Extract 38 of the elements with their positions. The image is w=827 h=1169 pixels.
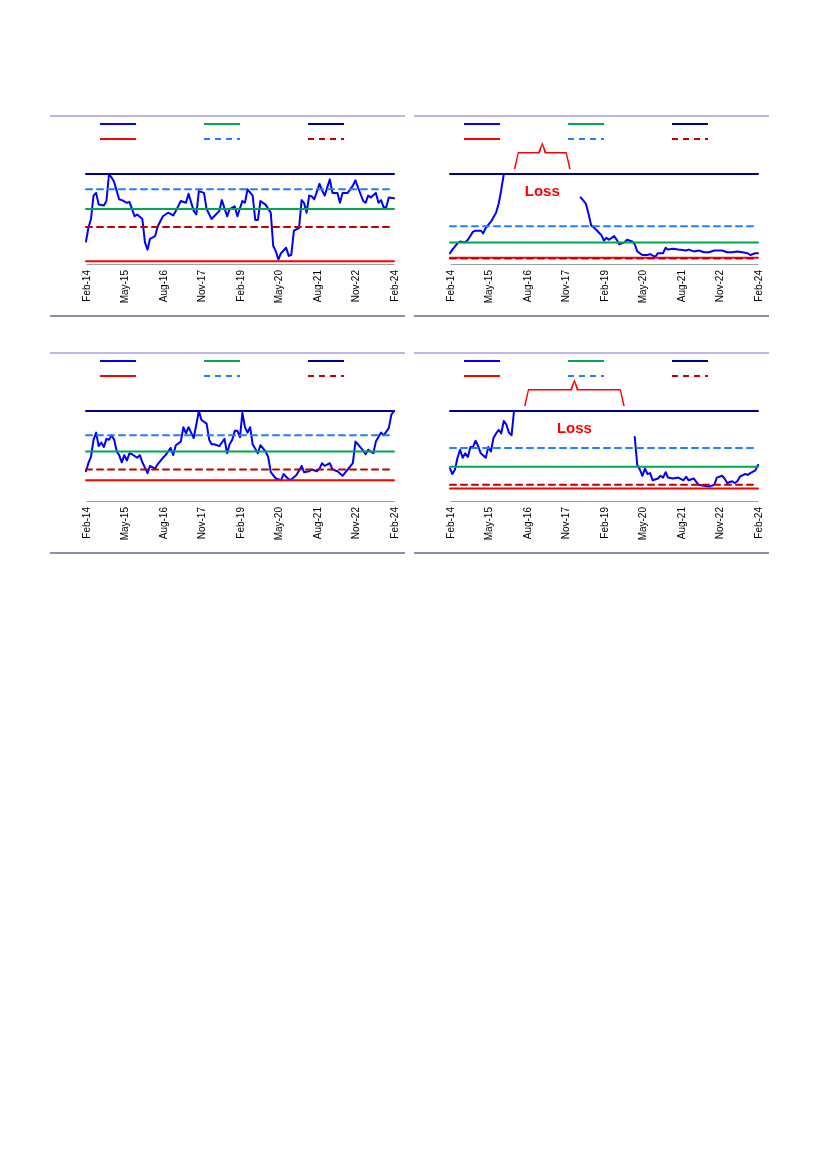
x-tick-label: Nov-17 <box>196 269 208 303</box>
x-tick-label: Aug-16 <box>157 269 169 303</box>
x-tick-label: Nov-17 <box>560 269 572 303</box>
x-tick-label: Aug-21 <box>675 506 687 540</box>
x-tick-label: May-20 <box>637 506 649 541</box>
x-tick-label: May-15 <box>482 269 494 304</box>
annotation: Loss <box>524 182 560 199</box>
x-tick-label: Aug-21 <box>311 506 323 540</box>
x-tick-label: May-20 <box>273 506 285 541</box>
x-tick-label: Feb-14 <box>80 506 92 539</box>
x-tick-label: May-20 <box>273 269 285 304</box>
x-tick-label: Aug-16 <box>521 269 533 303</box>
x-tick-label: May-20 <box>637 269 649 304</box>
x-tick-label: Feb-14 <box>444 506 456 539</box>
x-tick-label: Nov-17 <box>196 506 208 540</box>
x-tick-label: Nov-17 <box>560 506 572 540</box>
x-tick-label: Feb-24 <box>388 269 400 302</box>
x-tick-label: Aug-16 <box>521 506 533 540</box>
x-tick-label: Feb-19 <box>598 269 610 302</box>
x-tick-label: Feb-19 <box>234 506 246 539</box>
x-tick-label: Feb-19 <box>234 269 246 302</box>
x-tick-label: Nov-22 <box>350 269 362 303</box>
x-tick-label: Feb-24 <box>752 506 764 539</box>
x-tick-label: May-15 <box>118 506 130 541</box>
x-tick-label: Feb-19 <box>598 506 610 539</box>
x-tick-label: May-15 <box>118 269 130 304</box>
x-tick-label: Feb-24 <box>752 269 764 302</box>
x-tick-label: Feb-24 <box>388 506 400 539</box>
x-tick-label: Feb-14 <box>80 269 92 302</box>
annotation: Loss <box>556 419 592 436</box>
x-tick-label: Feb-14 <box>444 269 456 302</box>
x-tick-label: Nov-22 <box>714 506 726 540</box>
x-tick-label: Nov-22 <box>714 269 726 303</box>
x-tick-label: Aug-16 <box>157 506 169 540</box>
x-tick-label: May-15 <box>482 506 494 541</box>
x-tick-label: Aug-21 <box>675 269 687 303</box>
x-tick-label: Nov-22 <box>350 506 362 540</box>
x-tick-label: Aug-21 <box>311 269 323 303</box>
